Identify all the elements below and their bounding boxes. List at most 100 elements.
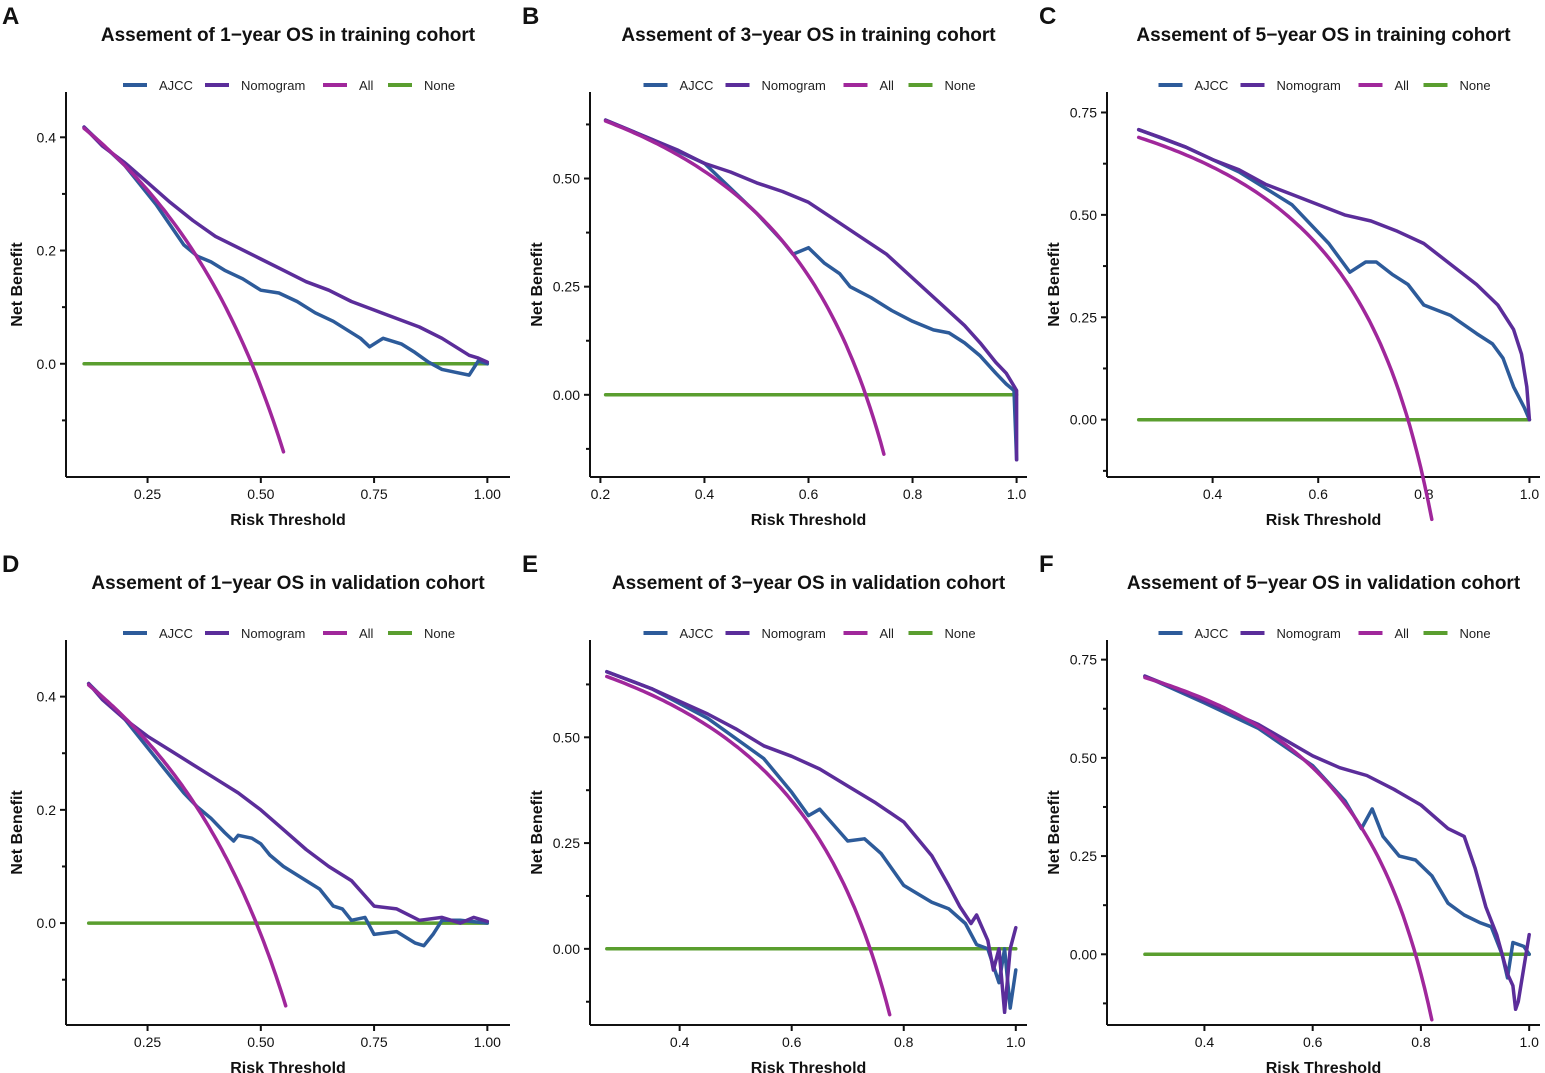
legend-label-nomogram: Nomogram: [241, 626, 305, 641]
legend-label-none: None: [424, 78, 455, 93]
x-axis-label: Risk Threshold: [751, 512, 867, 529]
series-line-all: [86, 683, 288, 1008]
chart-legend: AJCC Nomogram All None: [123, 626, 455, 641]
chart-legend: AJCC Nomogram All None: [1158, 78, 1491, 93]
y-axis-label: Net Benefit: [529, 242, 546, 327]
legend-label-nomogram: Nomogram: [1277, 626, 1341, 641]
y-tick-label: 0.50: [1070, 750, 1097, 766]
x-tick-label: 0.8: [903, 486, 923, 502]
y-tick-label: 0.25: [1070, 848, 1097, 864]
x-axis-label: Risk Threshold: [1266, 512, 1382, 529]
series-line-nomogram: [82, 125, 490, 364]
chart-title: Assement of 5−year OS in training cohort: [1136, 25, 1511, 46]
y-tick-label: 0.4: [37, 129, 57, 145]
x-tick-label: 0.75: [360, 486, 387, 502]
series-line-nomogram: [605, 669, 1018, 1015]
x-tick-label: 0.4: [670, 1034, 690, 1050]
panel-letter: F: [1039, 551, 1054, 578]
x-tick-label: 1.0: [1519, 1034, 1539, 1050]
y-tick-label: 0.00: [1070, 946, 1097, 962]
legend-label-all: All: [359, 78, 374, 93]
y-tick-label: 0.00: [553, 941, 580, 957]
legend-label-ajcc: AJCC: [159, 626, 193, 641]
chart-panel-b: B Assement of 3−year OS in training cohor…: [522, 3, 1027, 529]
chart-legend: AJCC Nomogram All None: [643, 78, 976, 93]
y-tick-label: 0.50: [1070, 207, 1097, 223]
y-tick-label: 0.75: [1070, 652, 1097, 668]
legend-label-all: All: [1395, 626, 1410, 641]
x-axis-label: Risk Threshold: [230, 512, 346, 529]
y-tick-label: 0.50: [553, 171, 580, 187]
y-tick-label: 0.50: [553, 729, 580, 745]
legend-label-none: None: [1460, 626, 1491, 641]
chart-panel-c: C Assement of 5−year OS in training cohor…: [1039, 3, 1540, 529]
chart-title: Assement of 1−year OS in training cohort: [101, 25, 476, 46]
x-tick-label: 0.6: [1308, 486, 1328, 502]
legend-label-ajcc: AJCC: [1195, 78, 1229, 93]
x-tick-label: 0.6: [782, 1034, 802, 1050]
x-axis-label: Risk Threshold: [751, 1060, 867, 1073]
chart-legend: AJCC Nomogram All None: [123, 78, 455, 93]
x-tick-label: 0.6: [799, 486, 819, 502]
legend-label-nomogram: Nomogram: [1277, 78, 1341, 93]
legend-label-nomogram: Nomogram: [241, 78, 305, 93]
series-line-nomogram: [603, 118, 1019, 462]
y-tick-label: 0.75: [1070, 104, 1097, 120]
y-tick-label: 0.4: [37, 689, 57, 705]
y-tick-label: 0.0: [37, 356, 57, 372]
y-tick-label: 0.0: [37, 915, 57, 931]
y-tick-label: 0.00: [553, 387, 580, 403]
chart-panel-f: F Assement of 5−year OS in validation coh…: [1039, 551, 1540, 1073]
x-tick-label: 0.6: [1303, 1034, 1323, 1050]
y-tick-label: 0.2: [37, 802, 57, 818]
x-tick-label: 0.50: [247, 486, 274, 502]
x-tick-label: 0.75: [360, 1034, 387, 1050]
x-tick-label: 0.2: [591, 486, 611, 502]
legend-label-all: All: [1395, 78, 1410, 93]
legend-label-none: None: [945, 78, 976, 93]
panel-letter: E: [522, 551, 538, 578]
legend-label-all: All: [359, 626, 374, 641]
chart-panel-d: D Assement of 1−year OS in validation coh…: [2, 551, 510, 1073]
legend-label-ajcc: AJCC: [680, 626, 714, 641]
legend-label-ajcc: AJCC: [680, 78, 714, 93]
x-tick-label: 1.0: [1520, 486, 1540, 502]
series-line-ajcc: [605, 669, 1018, 1010]
x-tick-label: 0.4: [695, 486, 715, 502]
y-axis-label: Net Benefit: [9, 242, 26, 327]
chart-title: Assement of 5−year OS in validation coho…: [1127, 573, 1521, 594]
chart-title: Assement of 3−year OS in validation coho…: [612, 573, 1006, 594]
series-line-all: [1143, 675, 1434, 1022]
y-axis-label: Net Benefit: [1046, 242, 1063, 327]
y-tick-label: 0.25: [553, 835, 580, 851]
x-tick-label: 1.00: [474, 486, 501, 502]
legend-label-nomogram: Nomogram: [762, 626, 826, 641]
chart-legend: AJCC Nomogram All None: [1158, 626, 1491, 641]
x-tick-label: 1.00: [474, 1034, 501, 1050]
legend-label-none: None: [424, 626, 455, 641]
y-axis-label: Net Benefit: [9, 790, 26, 875]
chart-panel-a: A Assement of 1−year OS in training cohor…: [2, 3, 510, 529]
x-tick-label: 0.25: [134, 486, 161, 502]
y-tick-label: 0.25: [553, 279, 580, 295]
x-tick-label: 0.4: [1203, 486, 1223, 502]
chart-title: Assement of 3−year OS in training cohort: [621, 25, 996, 46]
x-tick-label: 0.8: [894, 1034, 914, 1050]
series-line-all: [82, 126, 286, 454]
panel-letter: C: [1039, 3, 1056, 30]
x-tick-label: 1.0: [1006, 1034, 1026, 1050]
series-line-nomogram: [86, 681, 490, 925]
panel-letter: B: [522, 3, 539, 30]
y-axis-label: Net Benefit: [529, 790, 546, 875]
legend-label-ajcc: AJCC: [1195, 626, 1229, 641]
legend-label-none: None: [1460, 78, 1491, 93]
chart-legend: AJCC Nomogram All None: [643, 626, 976, 641]
y-tick-label: 0.25: [1070, 309, 1097, 325]
x-tick-label: 0.50: [247, 1034, 274, 1050]
legend-label-all: All: [880, 626, 895, 641]
chart-panel-e: E Assement of 3−year OS in validation coh…: [522, 551, 1027, 1073]
y-tick-label: 0.2: [37, 243, 57, 259]
x-axis-label: Risk Threshold: [1266, 1060, 1382, 1073]
